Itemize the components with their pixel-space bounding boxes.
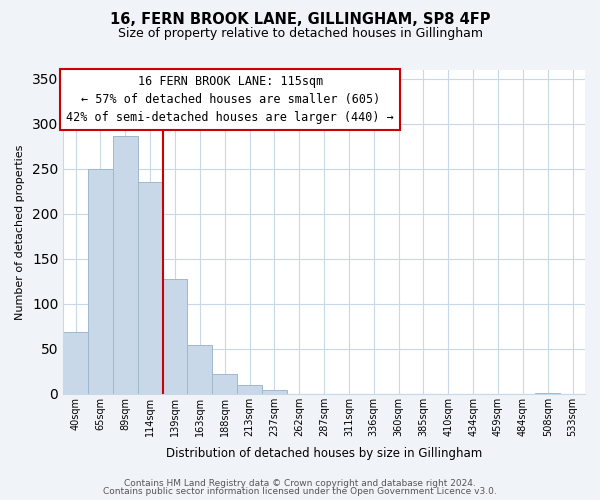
- Text: Contains public sector information licensed under the Open Government Licence v3: Contains public sector information licen…: [103, 487, 497, 496]
- Bar: [187, 345, 212, 394]
- Y-axis label: Number of detached properties: Number of detached properties: [15, 144, 25, 320]
- Bar: [535, 393, 560, 394]
- Bar: [88, 169, 113, 394]
- X-axis label: Distribution of detached houses by size in Gillingham: Distribution of detached houses by size …: [166, 447, 482, 460]
- Bar: [237, 384, 262, 394]
- Text: Size of property relative to detached houses in Gillingham: Size of property relative to detached ho…: [118, 28, 482, 40]
- Text: 16 FERN BROOK LANE: 115sqm
← 57% of detached houses are smaller (605)
42% of sem: 16 FERN BROOK LANE: 115sqm ← 57% of deta…: [66, 75, 394, 124]
- Bar: [138, 182, 163, 394]
- Text: 16, FERN BROOK LANE, GILLINGHAM, SP8 4FP: 16, FERN BROOK LANE, GILLINGHAM, SP8 4FP: [110, 12, 490, 28]
- Bar: [262, 390, 287, 394]
- Bar: [163, 278, 187, 394]
- Text: Contains HM Land Registry data © Crown copyright and database right 2024.: Contains HM Land Registry data © Crown c…: [124, 478, 476, 488]
- Bar: [63, 332, 88, 394]
- Bar: [113, 136, 138, 394]
- Bar: [212, 374, 237, 394]
